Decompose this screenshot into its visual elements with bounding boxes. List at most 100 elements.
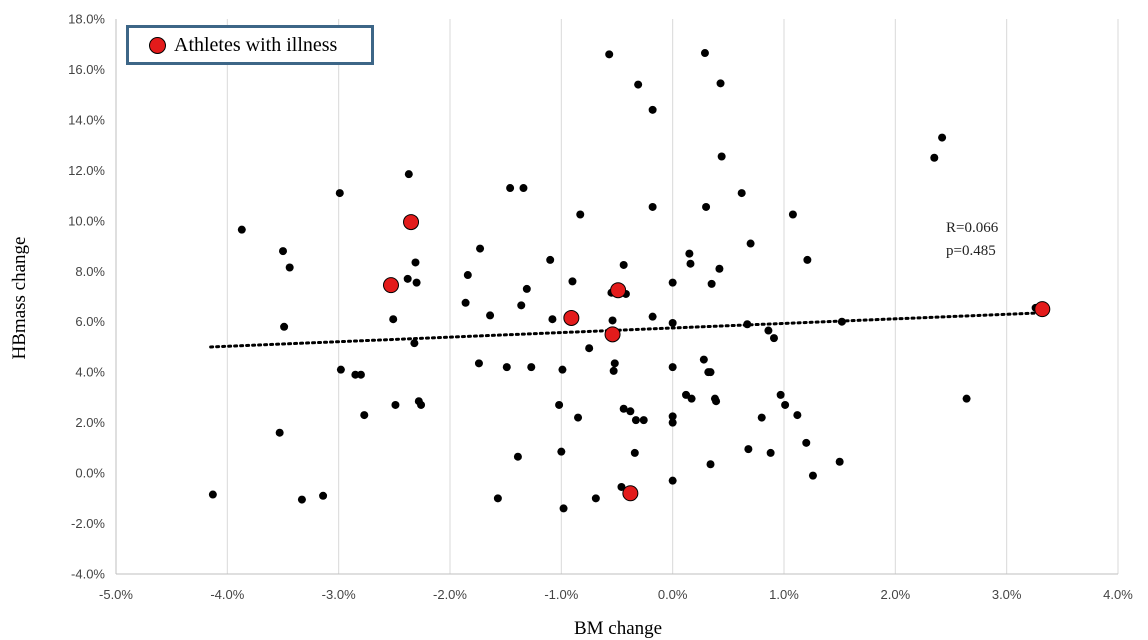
data-point [776,390,785,399]
data-point [744,445,753,454]
data-point [715,264,724,273]
data-point [626,407,635,416]
data-point [788,210,797,219]
data-point [668,412,677,421]
data-point [404,170,413,179]
data-point [717,152,726,161]
data-point [461,298,470,307]
x-tick-label: 2.0% [881,587,911,602]
x-tick-label: -4.0% [210,587,244,602]
data-point [519,184,528,193]
data-point [648,105,657,114]
illness-data-point [610,282,627,299]
data-point [610,359,619,368]
data-point [631,416,640,425]
y-tick-label: 2.0% [75,415,105,430]
axes [115,19,1118,575]
legend-label: Athletes with illness [174,33,338,56]
data-point [474,359,483,368]
data-point [574,413,583,422]
data-point [962,394,971,403]
data-point [527,363,536,372]
data-point [502,363,511,372]
data-point [417,400,426,409]
y-tick-label: 12.0% [68,163,105,178]
data-point [557,447,566,456]
data-point [351,370,360,379]
tick-labels: -5.0% -4.0% -3.0% -2.0% -1.0% 0.0% 1.0% 2.0% 3.0… [68,12,1133,603]
illness-data-point [563,309,580,326]
correlation-r: R=0.066 [946,220,999,236]
data-point [412,278,421,287]
data-point [486,311,495,320]
data-point [319,491,328,500]
x-tick-label: 4.0% [1103,587,1133,602]
data-point [335,189,344,198]
data-point [648,312,657,321]
data-point [716,79,725,88]
data-point [702,202,711,211]
data-point [585,344,594,353]
data-point [648,202,657,211]
illness-data-point [604,326,621,343]
data-point [237,225,246,234]
data-point [803,255,812,264]
data-point [619,404,628,413]
data-point [280,322,289,331]
data-point [275,428,284,437]
y-tick-label: 8.0% [75,264,105,279]
data-point [609,366,618,375]
illness-data-point [1034,301,1051,318]
data-point [410,339,419,348]
y-tick-label: 6.0% [75,314,105,329]
gridlines [115,19,1119,574]
data-point [513,452,522,461]
data-point [546,255,555,264]
data-point [279,247,287,256]
data-point [403,274,412,283]
y-tick-label: 18.0% [68,12,105,27]
data-point [617,482,626,491]
data-point [793,411,802,420]
data-point [712,397,721,406]
data-point [285,263,294,272]
data-point [835,457,844,466]
data-point [619,260,628,269]
data-point [555,400,564,409]
data-point [506,184,515,193]
data-point [781,400,790,409]
y-tick-label: 0.0% [75,466,105,481]
trendline-group [209,311,1042,349]
data-point [608,316,617,325]
x-tick-label: 0.0% [658,587,688,602]
data-point [630,448,639,457]
x-tick-label: -1.0% [544,587,578,602]
data-point [668,418,677,427]
data-point [764,326,773,335]
y-tick-label: 14.0% [68,112,105,127]
legend-marker-red-dot [149,36,166,54]
y-axis-title: HBmass change [9,236,30,360]
correlation-p: p=0.485 [946,243,996,259]
data-point [668,278,677,287]
data-point [605,50,614,59]
data-point [769,334,778,343]
data-point [297,495,306,504]
y-tick-label: -4.0% [71,567,105,582]
legend: Athletes with illness [126,25,374,65]
data-point [668,476,677,485]
x-axis-title: BM change [573,618,663,639]
data-point [568,277,577,286]
data-point [558,365,567,374]
data-point [336,365,345,374]
illness-data-point [622,485,639,502]
data-point [699,355,708,364]
data-point [634,80,643,89]
data-point [360,411,369,420]
data-point [700,49,709,58]
data-point [356,370,365,379]
data-point [746,239,755,248]
illness-data-point [382,277,399,294]
data-point [411,258,420,267]
data-point [391,400,400,409]
